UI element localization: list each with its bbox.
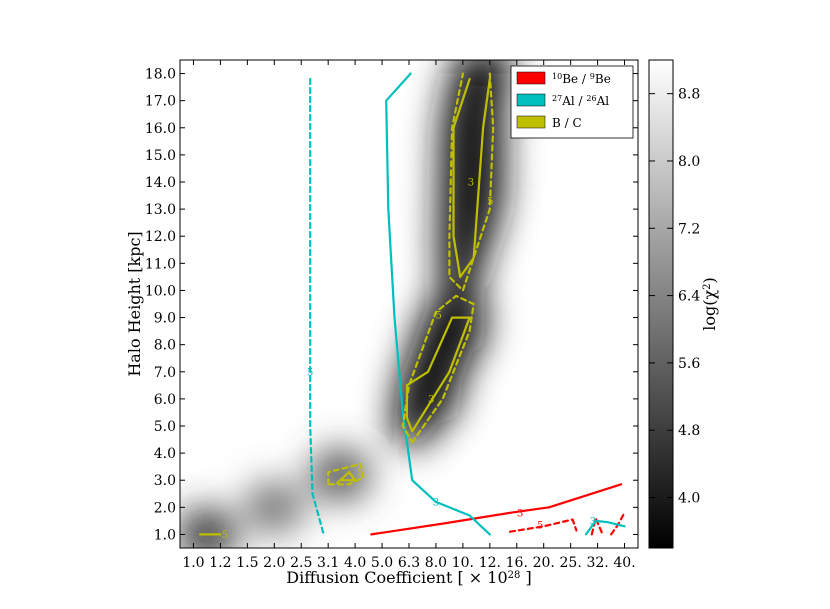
x-tick-label: 16. bbox=[506, 555, 528, 571]
contour-level-label: 3 bbox=[517, 508, 523, 519]
y-tick-label: 3.0 bbox=[154, 473, 176, 489]
colorbar-label-sup: 2 bbox=[702, 283, 713, 289]
colorbar-tick-label: 4.8 bbox=[678, 423, 700, 439]
contour-level-label: 5 bbox=[537, 520, 543, 531]
y-tick-label: 7.0 bbox=[154, 365, 176, 381]
x-tick-label: 32. bbox=[586, 555, 608, 571]
contour-level-label: 3 bbox=[590, 516, 596, 527]
colorbar: 8.8 8.0 7.2 6.4 5.6 4.8 4.0 log(χ2) bbox=[648, 59, 719, 549]
y-tick-label: 12.0 bbox=[145, 229, 176, 245]
contour-line bbox=[309, 77, 325, 536]
colorbar-tick-label: 8.8 bbox=[678, 87, 700, 103]
y-tick-label: 9.0 bbox=[154, 311, 176, 327]
y-tick-label: 8.0 bbox=[154, 338, 176, 354]
x-tick-label: 2.0 bbox=[263, 555, 285, 571]
y-tick-label: 14.0 bbox=[145, 175, 176, 191]
x-tick-label: 8.0 bbox=[425, 555, 447, 571]
y-axis-label: Halo Height [kpc] bbox=[125, 231, 144, 376]
contour-line bbox=[327, 462, 365, 486]
colorbar-tick-label: 5.6 bbox=[678, 356, 700, 372]
y-axis: 1.0 2.0 3.0 4.0 5.0 6.0 7.0 8.0 9.0 10.0 11.0 12.0 1… bbox=[145, 67, 638, 543]
contour-line bbox=[370, 483, 623, 536]
contour-line bbox=[590, 517, 604, 536]
x-tick-label: 3.1 bbox=[317, 555, 339, 571]
x-axis-label-exponent: 28 bbox=[508, 570, 521, 581]
contour-line bbox=[584, 519, 626, 536]
contour-line bbox=[336, 471, 357, 484]
legend-swatch bbox=[516, 115, 546, 129]
y-tick-label: 16.0 bbox=[145, 121, 176, 137]
contour-label-layer: 3 5 5 3 5 5 5 3 3 5 3 bbox=[222, 178, 596, 541]
contour-level-label: 3 bbox=[433, 497, 439, 508]
y-tick-label: 15.0 bbox=[145, 148, 176, 164]
x-tick-label: 1.0 bbox=[182, 555, 204, 571]
legend: 10Be / 9Be 27Al / 26Al B / C bbox=[510, 65, 634, 139]
y-tick-label: 4.0 bbox=[154, 446, 176, 462]
contour-level-label: 3 bbox=[428, 394, 434, 405]
y-tick-label: 5.0 bbox=[154, 419, 176, 435]
heatmap-minimum bbox=[244, 481, 305, 534]
colorbar-label-tail: ) bbox=[700, 277, 719, 283]
plot-area: 3 5 5 3 5 5 5 3 3 5 3 bbox=[179, 59, 639, 549]
contour-line bbox=[452, 77, 491, 278]
x-tick-label: 6.3 bbox=[398, 555, 420, 571]
x-axis-label: Diffusion Coefficient [ × 1028 ] bbox=[286, 568, 531, 587]
y-tick-label: 1.0 bbox=[154, 527, 176, 543]
heatmap-minimum bbox=[310, 448, 371, 501]
contour-level-label: 5 bbox=[487, 196, 493, 207]
contour-level-label: 5 bbox=[357, 468, 363, 479]
x-tick-label: 1.2 bbox=[209, 555, 231, 571]
contour-line bbox=[448, 72, 495, 292]
colorbar-tick-label: 4.0 bbox=[678, 491, 700, 507]
colorbar-gradient bbox=[648, 59, 674, 549]
heatmap-minimum bbox=[180, 508, 237, 548]
y-tick-label: 11.0 bbox=[145, 256, 176, 272]
contour-line bbox=[401, 294, 475, 444]
x-tick-label: 2.5 bbox=[290, 555, 312, 571]
colorbar-tick-label: 8.0 bbox=[678, 154, 700, 170]
x-axis-label-tail: ] bbox=[520, 568, 531, 587]
colorbar-label: log(χ2) bbox=[700, 277, 719, 331]
x-tick-label: 10. bbox=[452, 555, 474, 571]
x-tick-label: 4.0 bbox=[344, 555, 366, 571]
contour-level-label: 3 bbox=[468, 178, 474, 189]
legend-entry-label: 27Al / 26Al bbox=[552, 94, 609, 109]
legend-swatch bbox=[516, 71, 546, 85]
x-tick-label: 1.5 bbox=[236, 555, 258, 571]
y-tick-label: 6.0 bbox=[154, 392, 176, 408]
legend-swatch bbox=[516, 93, 546, 107]
y-tick-label: 10.0 bbox=[145, 283, 176, 299]
y-tick-label: 17.0 bbox=[145, 94, 176, 110]
x-tick-label: 25. bbox=[560, 555, 582, 571]
y-tick-label: 18.0 bbox=[145, 67, 176, 83]
x-axis: 1.0 1.2 1.5 2.0 2.5 3.1 4.0 5.0 6.3 8.0 10. 12. 16. 2… bbox=[182, 60, 636, 571]
x-axis-label-main: Diffusion Coefficient [ × 10 bbox=[286, 568, 507, 587]
contour-line bbox=[508, 518, 578, 533]
colorbar-tick-label: 7.2 bbox=[678, 221, 700, 237]
x-tick-label: 5.0 bbox=[371, 555, 393, 571]
x-tick-label: 20. bbox=[533, 555, 555, 571]
contour-level-label: 5 bbox=[307, 367, 313, 378]
colorbar-tick-label: 6.4 bbox=[678, 289, 700, 305]
x-tick-label: 40. bbox=[613, 555, 635, 571]
colorbar-label-main: log(χ bbox=[700, 290, 719, 331]
contour-level-label: 5 bbox=[435, 310, 441, 321]
contour-level-label: 5 bbox=[222, 530, 228, 541]
legend-entry-label: 10Be / 9Be bbox=[552, 72, 611, 87]
x-tick-label: 12. bbox=[479, 555, 501, 571]
contour-line bbox=[385, 72, 491, 536]
y-tick-label: 13.0 bbox=[145, 202, 176, 218]
y-tick-label: 2.0 bbox=[154, 500, 176, 516]
legend-entry-label: B / C bbox=[552, 116, 582, 130]
contour-layer bbox=[199, 72, 626, 536]
